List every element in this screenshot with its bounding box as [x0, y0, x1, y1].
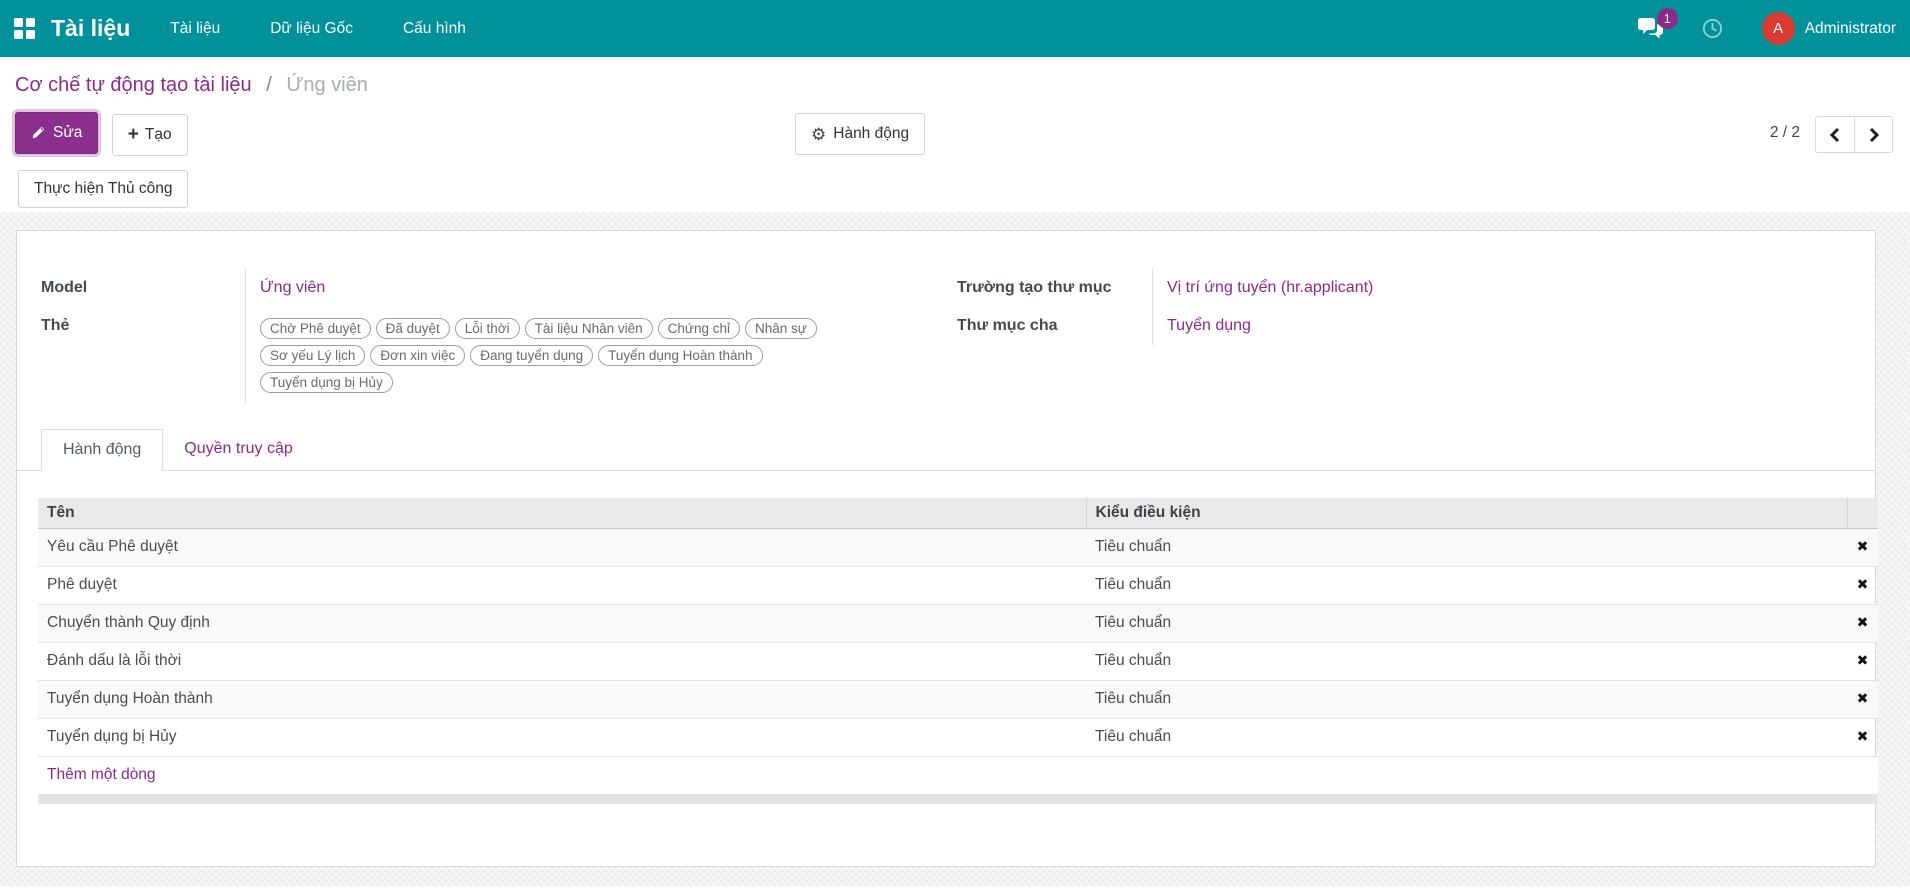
plus-icon: + — [127, 124, 139, 145]
model-value-link[interactable]: Ứng viên — [260, 279, 326, 296]
column-header-condition[interactable]: Kiểu điều kiện — [1085, 498, 1847, 529]
tag: Đang tuyển dụng — [470, 345, 594, 366]
form-group-left: Model Ứng viên Thẻ Chờ Phê duyệt Đã duyệ… — [41, 269, 921, 403]
create-button[interactable]: + Tạo — [111, 113, 188, 156]
table-row[interactable]: Tuyển dụng Hoàn thành Tiêu chuẩn ✖ — [38, 680, 1878, 719]
breadcrumb-parent-link[interactable]: Cơ chế tự động tạo tài liệu — [15, 74, 252, 96]
cell-name[interactable]: Chuyển thành Quy định — [38, 604, 1086, 643]
cell-condition[interactable]: Tiêu chuẩn — [1086, 680, 1847, 719]
clock-icon — [1702, 18, 1722, 39]
model-label: Model — [41, 279, 88, 296]
pager: 2 / 2 — [1770, 113, 1893, 153]
pager-next-button[interactable] — [1854, 117, 1892, 152]
table-row[interactable]: Đánh dấu là lỗi thời Tiêu chuẩn ✖ — [38, 642, 1878, 681]
cell-condition[interactable]: Tiêu chuẩn — [1086, 528, 1847, 567]
activities-button[interactable] — [1701, 17, 1724, 40]
pager-value: 2 / 2 — [1769, 124, 1800, 141]
pencil-icon — [32, 126, 45, 139]
horizontal-scrollbar[interactable] — [38, 794, 1878, 804]
tag: Sơ yếu Lý lịch — [260, 345, 366, 366]
tag: Nhân sự — [745, 318, 817, 339]
nav-item-tai-lieu[interactable]: Tài liệu — [170, 19, 221, 37]
parent-folder-value-link[interactable]: Tuyển dụng — [1167, 317, 1251, 334]
manual-trigger-button[interactable]: Thực hiện Thủ công — [18, 170, 189, 208]
delete-row-icon[interactable]: ✖ — [1856, 728, 1869, 744]
cell-name[interactable]: Tuyển dụng bị Hủy — [38, 718, 1086, 757]
parent-folder-label: Thư mục cha — [957, 317, 1058, 334]
tab-access-rights[interactable]: Quyền truy cập — [184, 440, 293, 457]
pager-previous-button[interactable] — [1816, 117, 1854, 152]
delete-row-icon[interactable]: ✖ — [1856, 690, 1869, 706]
messages-button[interactable]: 1 — [1637, 8, 1678, 40]
form-sheet: Model Ứng viên Thẻ Chờ Phê duyệt Đã duyệ… — [16, 230, 1878, 867]
user-menu[interactable]: A Administrator — [1761, 12, 1896, 45]
cell-condition[interactable]: Tiêu chuẩn — [1086, 604, 1847, 643]
add-line-link[interactable]: Thêm một dòng — [38, 756, 1878, 795]
gear-icon: ⚙ — [811, 124, 827, 144]
tag: Chờ Phê duyệt — [260, 318, 371, 339]
tag: Tài liệu Nhân viên — [524, 318, 653, 339]
column-header-delete — [1846, 498, 1878, 529]
folder-field-value-link[interactable]: Vị trí ứng tuyển (hr.applicant) — [1167, 279, 1374, 296]
chevron-left-icon — [1829, 127, 1840, 142]
cell-name[interactable]: Đánh dấu là lỗi thời — [38, 642, 1086, 681]
notebook-tabs: Hành động Quyền truy cập — [17, 429, 1875, 471]
nav-menu: Tài liệu Dữ liệu Gốc Cấu hình — [168, 14, 468, 44]
avatar: A — [1761, 12, 1795, 45]
edit-button-label: Sửa — [53, 124, 83, 141]
folder-field-label: Trường tạo thư mục — [957, 279, 1112, 296]
messages-count-badge: 1 — [1656, 8, 1678, 29]
tag: Tuyển dụng Hoàn thành — [598, 345, 763, 366]
cell-name[interactable]: Tuyển dụng Hoàn thành — [38, 680, 1086, 719]
table-row[interactable]: Tuyển dụng bị Hủy Tiêu chuẩn ✖ — [38, 718, 1878, 757]
cell-condition[interactable]: Tiêu chuẩn — [1086, 718, 1847, 757]
table-row[interactable]: Phê duyệt Tiêu chuẩn ✖ — [38, 566, 1878, 605]
tab-actions[interactable]: Hành động — [41, 429, 164, 471]
breadcrumb: Cơ chế tự động tạo tài liệu / Ứng viên — [0, 57, 1910, 112]
cell-name[interactable]: Yêu cầu Phê duyệt — [38, 528, 1086, 567]
delete-row-icon[interactable]: ✖ — [1856, 614, 1869, 630]
control-panel: Sửa + Tạo ⚙ Hành động 2 / 2 — [0, 112, 1910, 170]
app-brand[interactable]: Tài liệu — [51, 15, 131, 41]
chevron-right-icon — [1869, 127, 1879, 142]
nav-item-du-lieu-goc[interactable]: Dữ liệu Gốc — [270, 19, 353, 37]
column-header-name[interactable]: Tên — [38, 498, 1086, 529]
tag: Đơn xin việc — [370, 345, 466, 366]
top-navbar: Tài liệu Tài liệu Dữ liệu Gốc Cấu hình 1… — [0, 0, 1910, 57]
cell-condition[interactable]: Tiêu chuẩn — [1086, 642, 1847, 681]
delete-row-icon[interactable]: ✖ — [1856, 652, 1869, 668]
chat-bubbles-icon — [1637, 18, 1663, 39]
apps-grid-icon[interactable] — [14, 18, 35, 39]
tag: Đã duyệt — [375, 318, 450, 339]
tags-label: Thẻ — [41, 317, 70, 334]
cell-name[interactable]: Phê duyệt — [38, 566, 1086, 605]
tag: Chứng chỉ — [657, 318, 740, 339]
edit-button[interactable]: Sửa — [15, 112, 99, 154]
action-button-label: Hành động — [833, 125, 910, 142]
cell-condition[interactable]: Tiêu chuẩn — [1086, 566, 1847, 605]
breadcrumb-current: Ứng viên — [286, 74, 368, 96]
action-button[interactable]: ⚙ Hành động — [795, 113, 926, 155]
form-background: Model Ứng viên Thẻ Chờ Phê duyệt Đã duyệ… — [0, 212, 1910, 886]
tags-list: Chờ Phê duyệt Đã duyệt Lỗi thời Tài liệu… — [260, 317, 835, 393]
tag: Tuyển dụng bị Hủy — [260, 372, 393, 393]
delete-row-icon[interactable]: ✖ — [1856, 576, 1869, 592]
breadcrumb-separator: / — [266, 74, 272, 96]
user-name: Administrator — [1804, 19, 1896, 37]
actions-table: Tên Kiểu điều kiện Yêu cầu Phê duyệt Tiê… — [38, 498, 1878, 795]
table-row[interactable]: Yêu cầu Phê duyệt Tiêu chuẩn ✖ — [38, 528, 1878, 567]
delete-row-icon[interactable]: ✖ — [1856, 538, 1869, 554]
form-group-right: Trường tạo thư mục Vị trí ứng tuyển (hr.… — [957, 269, 1851, 403]
nav-item-cau-hinh[interactable]: Cấu hình — [402, 19, 466, 37]
tag: Lỗi thời — [454, 318, 520, 339]
table-row[interactable]: Chuyển thành Quy định Tiêu chuẩn ✖ — [38, 604, 1878, 643]
create-button-label: Tạo — [144, 125, 172, 143]
